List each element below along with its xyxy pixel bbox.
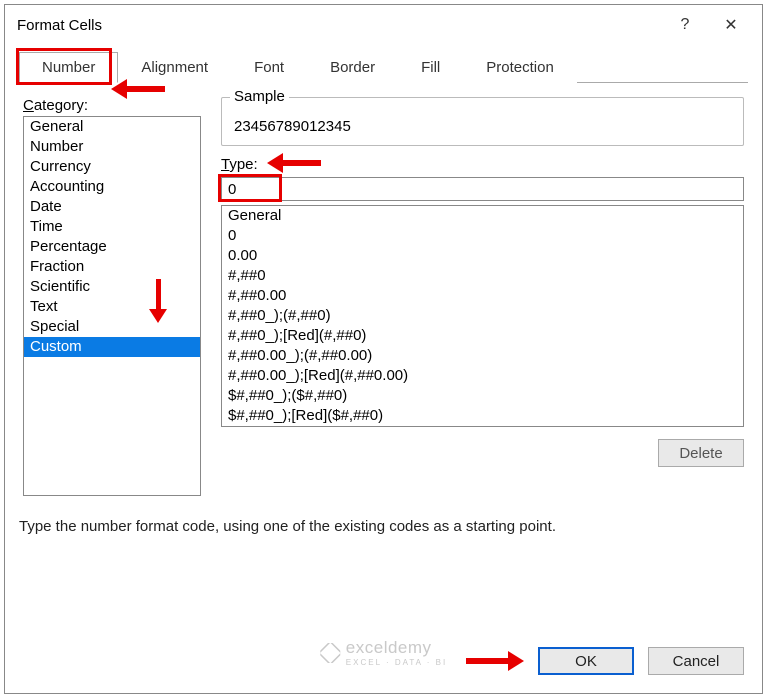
ok-button[interactable]: OK xyxy=(538,647,634,675)
tab-alignment[interactable]: Alignment xyxy=(118,52,231,83)
tab-font[interactable]: Font xyxy=(231,52,307,83)
category-item[interactable]: Date xyxy=(24,197,200,217)
sample-box: Sample 23456789012345 xyxy=(221,97,744,146)
delete-button[interactable]: Delete xyxy=(658,439,744,467)
format-item[interactable]: 0.00 xyxy=(222,246,743,266)
sample-value: 23456789012345 xyxy=(234,118,731,135)
tabstrip: Number Alignment Font Border Fill Protec… xyxy=(19,51,748,83)
category-item[interactable]: Number xyxy=(24,137,200,157)
category-item[interactable]: General xyxy=(24,117,200,137)
format-list[interactable]: General 0 0.00 #,##0 #,##0.00 #,##0_);(#… xyxy=(221,205,744,427)
category-item[interactable]: Percentage xyxy=(24,237,200,257)
category-list[interactable]: General Number Currency Accounting Date … xyxy=(23,116,201,496)
help-button[interactable]: ? xyxy=(662,9,708,41)
category-item[interactable]: Accounting xyxy=(24,177,200,197)
cancel-button[interactable]: Cancel xyxy=(648,647,744,675)
format-item[interactable]: $#,##0_);($#,##0) xyxy=(222,386,743,406)
titlebar: Format Cells ? ✕ xyxy=(5,5,762,45)
watermark: exceldemy EXCEL · DATA · BI xyxy=(320,638,447,667)
format-item[interactable]: $#,##0_);[Red]($#,##0) xyxy=(222,406,743,426)
tab-content: Category: General Number Currency Accoun… xyxy=(19,83,748,496)
watermark-icon xyxy=(320,643,340,663)
hint-text: Type the number format code, using one o… xyxy=(19,518,748,535)
details-pane: Sample 23456789012345 Type: General 0 0.… xyxy=(221,97,744,496)
watermark-sub: EXCEL · DATA · BI xyxy=(346,658,447,667)
category-item[interactable]: Time xyxy=(24,217,200,237)
watermark-brand: exceldemy xyxy=(346,638,432,657)
sample-legend: Sample xyxy=(230,88,289,105)
annotation-arrow-ok xyxy=(466,651,524,671)
category-item[interactable]: Fraction xyxy=(24,257,200,277)
category-item[interactable]: Scientific xyxy=(24,277,200,297)
format-cells-dialog: Format Cells ? ✕ Number Alignment Font B… xyxy=(4,4,763,694)
tab-border[interactable]: Border xyxy=(307,52,398,83)
format-item[interactable]: #,##0_);(#,##0) xyxy=(222,306,743,326)
category-item[interactable]: Special xyxy=(24,317,200,337)
window-title: Format Cells xyxy=(17,17,662,34)
format-item[interactable]: 0 xyxy=(222,226,743,246)
category-item-custom[interactable]: Custom xyxy=(24,337,200,357)
category-item[interactable]: Text xyxy=(24,297,200,317)
type-input[interactable] xyxy=(221,177,744,201)
format-item[interactable]: #,##0.00_);(#,##0.00) xyxy=(222,346,743,366)
dialog-body: Number Alignment Font Border Fill Protec… xyxy=(5,45,762,647)
tab-number[interactable]: Number xyxy=(19,52,118,83)
format-item[interactable]: #,##0 xyxy=(222,266,743,286)
category-pane: Category: General Number Currency Accoun… xyxy=(23,97,201,496)
format-item[interactable]: #,##0.00_);[Red](#,##0.00) xyxy=(222,366,743,386)
tab-fill[interactable]: Fill xyxy=(398,52,463,83)
close-button[interactable]: ✕ xyxy=(708,9,754,41)
format-item[interactable]: #,##0.00 xyxy=(222,286,743,306)
format-item[interactable]: General xyxy=(222,206,743,226)
tab-protection[interactable]: Protection xyxy=(463,52,577,83)
type-label: Type: xyxy=(221,156,744,173)
format-item[interactable]: #,##0_);[Red](#,##0) xyxy=(222,326,743,346)
format-item[interactable]: $#,##0.00_);($#,##0.00) xyxy=(222,426,743,427)
category-item[interactable]: Currency xyxy=(24,157,200,177)
category-label: Category: xyxy=(23,97,201,114)
